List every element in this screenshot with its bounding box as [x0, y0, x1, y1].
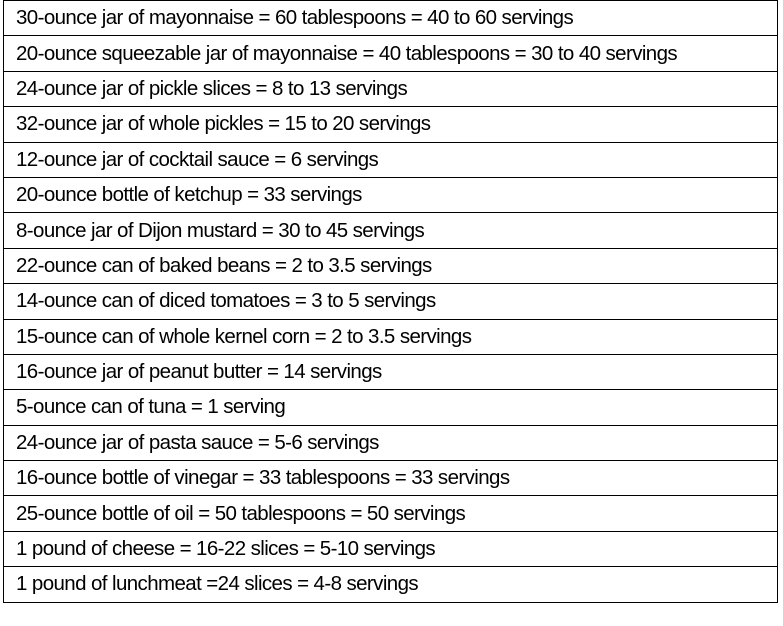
table-cell: 16-ounce jar of peanut butter = 14 servi…	[3, 353, 778, 391]
table-row: 1 pound of cheese = 16-22 slices = 5-10 …	[3, 530, 778, 568]
table-row: 1 pound of lunchmeat =24 slices = 4-8 se…	[3, 566, 778, 603]
table-cell: 1 pound of cheese = 16-22 slices = 5-10 …	[3, 530, 778, 568]
table-row: 14-ounce can of diced tomatoes = 3 to 5 …	[3, 283, 778, 320]
table-cell: 30-ounce jar of mayonnaise = 60 tablespo…	[3, 0, 778, 37]
table-cell: 25-ounce bottle of oil = 50 tablespoons …	[3, 495, 778, 532]
table-row: 5-ounce can of tuna = 1 serving	[3, 389, 778, 426]
table-row: 20-ounce bottle of ketchup = 33 servings	[3, 176, 778, 214]
servings-table: 30-ounce jar of mayonnaise = 60 tablespo…	[3, 0, 778, 603]
table-row: 16-ounce bottle of vinegar = 33 tablespo…	[3, 460, 778, 497]
table-row: 30-ounce jar of mayonnaise = 60 tablespo…	[3, 0, 778, 37]
table-cell: 20-ounce bottle of ketchup = 33 servings	[3, 176, 778, 214]
table-cell: 22-ounce can of baked beans = 2 to 3.5 s…	[3, 247, 778, 285]
table-row: 24-ounce jar of pickle slices = 8 to 13 …	[3, 70, 778, 108]
table-row: 15-ounce can of whole kernel corn = 2 to…	[3, 318, 778, 355]
table-cell: 8-ounce jar of Dijon mustard = 30 to 45 …	[3, 212, 778, 249]
table-row: 24-ounce jar of pasta sauce = 5-6 servin…	[3, 424, 778, 462]
table-cell: 32-ounce jar of whole pickles = 15 to 20…	[3, 106, 778, 143]
table-row: 12-ounce jar of cocktail sauce = 6 servi…	[3, 141, 778, 178]
table-row: 25-ounce bottle of oil = 50 tablespoons …	[3, 495, 778, 532]
table-row: 20-ounce squeezable jar of mayonnaise = …	[3, 35, 778, 72]
table-row: 22-ounce can of baked beans = 2 to 3.5 s…	[3, 247, 778, 285]
table-row: 16-ounce jar of peanut butter = 14 servi…	[3, 353, 778, 391]
table-cell: 20-ounce squeezable jar of mayonnaise = …	[3, 35, 778, 72]
table-cell: 15-ounce can of whole kernel corn = 2 to…	[3, 318, 778, 355]
table-cell: 12-ounce jar of cocktail sauce = 6 servi…	[3, 141, 778, 178]
table-cell: 14-ounce can of diced tomatoes = 3 to 5 …	[3, 283, 778, 320]
table-cell: 5-ounce can of tuna = 1 serving	[3, 389, 778, 426]
table-cell: 16-ounce bottle of vinegar = 33 tablespo…	[3, 460, 778, 497]
table-cell: 1 pound of lunchmeat =24 slices = 4-8 se…	[3, 566, 778, 603]
table-row: 32-ounce jar of whole pickles = 15 to 20…	[3, 106, 778, 143]
table-cell: 24-ounce jar of pasta sauce = 5-6 servin…	[3, 424, 778, 462]
table-row: 8-ounce jar of Dijon mustard = 30 to 45 …	[3, 212, 778, 249]
table-cell: 24-ounce jar of pickle slices = 8 to 13 …	[3, 70, 778, 108]
